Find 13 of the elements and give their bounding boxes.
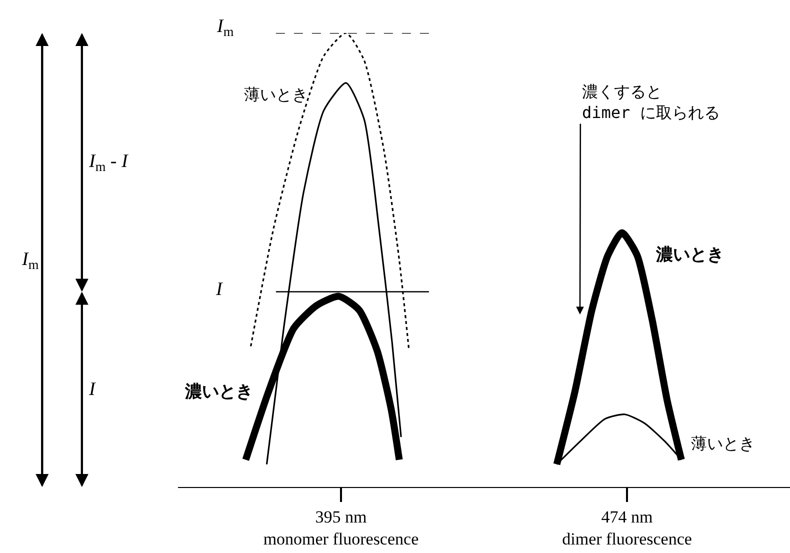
x-tick-label: 474 nm dimer fluorescence [562,508,692,549]
ref-line-label: I$_{m}$ [216,16,234,39]
x-tick-label: 395 nm monomer fluorescence [263,508,419,549]
text: I$_{m}$ [88,151,106,174]
series-label: 薄いとき [244,85,308,104]
ref-line-label: I [215,279,224,300]
series-label: 濃いとき [655,245,724,265]
text: I$_{m}$ [22,249,39,272]
text: - I [110,151,128,172]
text: I [88,379,97,400]
annotation: 濃くすると dimer に取られる [582,82,720,122]
series-label: 濃いとき [184,382,253,402]
series-label: 薄いとき [691,434,755,453]
